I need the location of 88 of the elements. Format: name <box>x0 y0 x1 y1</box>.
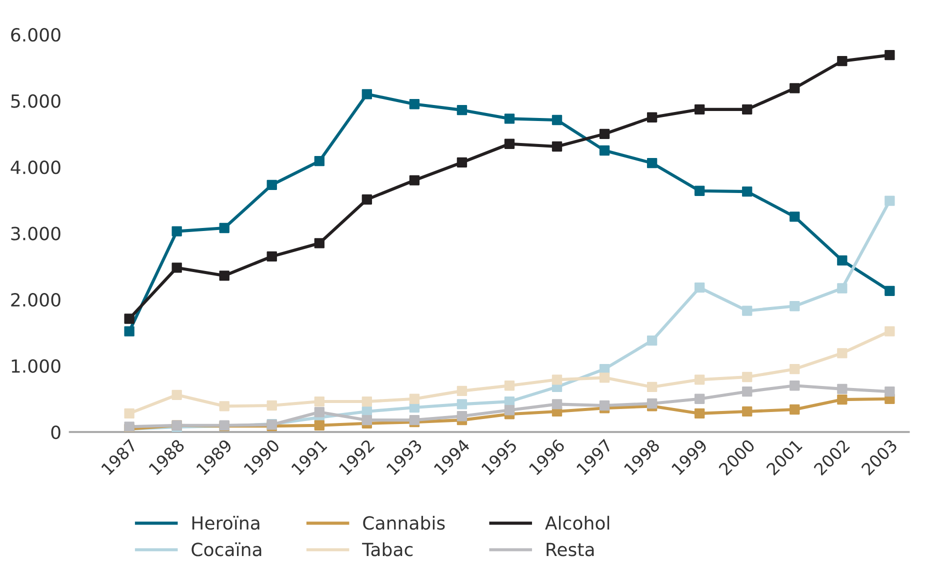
point <box>694 408 705 419</box>
point <box>790 364 800 374</box>
point <box>504 114 515 124</box>
point <box>266 180 277 190</box>
point <box>362 89 372 100</box>
point <box>646 112 658 122</box>
point <box>646 382 658 392</box>
point <box>409 394 420 404</box>
point <box>314 407 324 418</box>
point <box>790 380 800 391</box>
point <box>837 255 848 266</box>
point <box>456 157 468 168</box>
point <box>742 406 752 417</box>
point <box>694 282 705 293</box>
point <box>314 156 324 166</box>
legend-label: Tabac <box>362 542 413 556</box>
point <box>646 336 658 346</box>
point <box>552 399 562 410</box>
point <box>694 104 705 114</box>
point <box>790 212 800 222</box>
point <box>409 175 420 186</box>
point <box>884 286 895 296</box>
point <box>742 386 752 397</box>
point <box>362 194 372 205</box>
point <box>646 158 658 168</box>
point <box>837 384 848 394</box>
point <box>694 394 705 404</box>
point <box>837 348 848 358</box>
point <box>599 145 610 156</box>
point <box>884 386 895 397</box>
y-tick-label: 2.000 <box>11 292 60 307</box>
y-tick-label: 1.000 <box>12 359 60 373</box>
point <box>456 104 468 116</box>
point <box>552 141 562 152</box>
point <box>884 326 895 336</box>
point <box>124 326 134 336</box>
point <box>172 226 182 236</box>
point <box>266 251 277 262</box>
point <box>409 99 420 110</box>
point <box>172 262 182 273</box>
point <box>219 401 230 412</box>
point <box>504 138 515 149</box>
legend-label: Alcohol <box>545 516 610 530</box>
point <box>456 399 468 410</box>
point <box>172 390 182 400</box>
point <box>456 386 468 396</box>
y-tick-label: 4.000 <box>10 160 60 174</box>
point <box>552 374 562 385</box>
point <box>504 405 515 416</box>
point <box>599 128 610 140</box>
y-tick-label: 5.000 <box>11 94 60 108</box>
point <box>790 404 800 415</box>
point <box>837 394 848 405</box>
point <box>362 414 372 426</box>
point <box>456 411 468 422</box>
point <box>599 372 610 383</box>
point <box>124 408 134 419</box>
point <box>266 400 277 411</box>
legend-label: Heroïna <box>192 516 260 530</box>
y-tick-label: 3.000 <box>11 226 60 240</box>
point <box>219 222 230 234</box>
point <box>742 306 752 316</box>
point <box>646 398 658 409</box>
point <box>790 301 800 312</box>
point <box>837 56 848 66</box>
point <box>694 374 705 385</box>
y-tick-label: 6.000 <box>11 28 60 42</box>
point <box>552 114 562 126</box>
point <box>790 83 800 94</box>
point <box>504 380 515 391</box>
point <box>314 238 324 248</box>
point <box>124 314 134 324</box>
point <box>362 396 372 407</box>
legend-label: Resta <box>546 542 594 556</box>
point <box>219 270 230 281</box>
legend-label: Cannabis <box>363 516 445 530</box>
legend-label: Cocaïna <box>192 542 262 556</box>
point <box>314 396 324 407</box>
point <box>837 283 848 294</box>
point <box>742 186 752 197</box>
point <box>884 50 895 60</box>
point <box>742 104 752 114</box>
y-tick-label: 0 <box>51 425 60 440</box>
point <box>884 196 895 206</box>
point <box>314 420 324 430</box>
point <box>694 186 705 196</box>
point <box>742 372 752 382</box>
point <box>599 400 610 411</box>
